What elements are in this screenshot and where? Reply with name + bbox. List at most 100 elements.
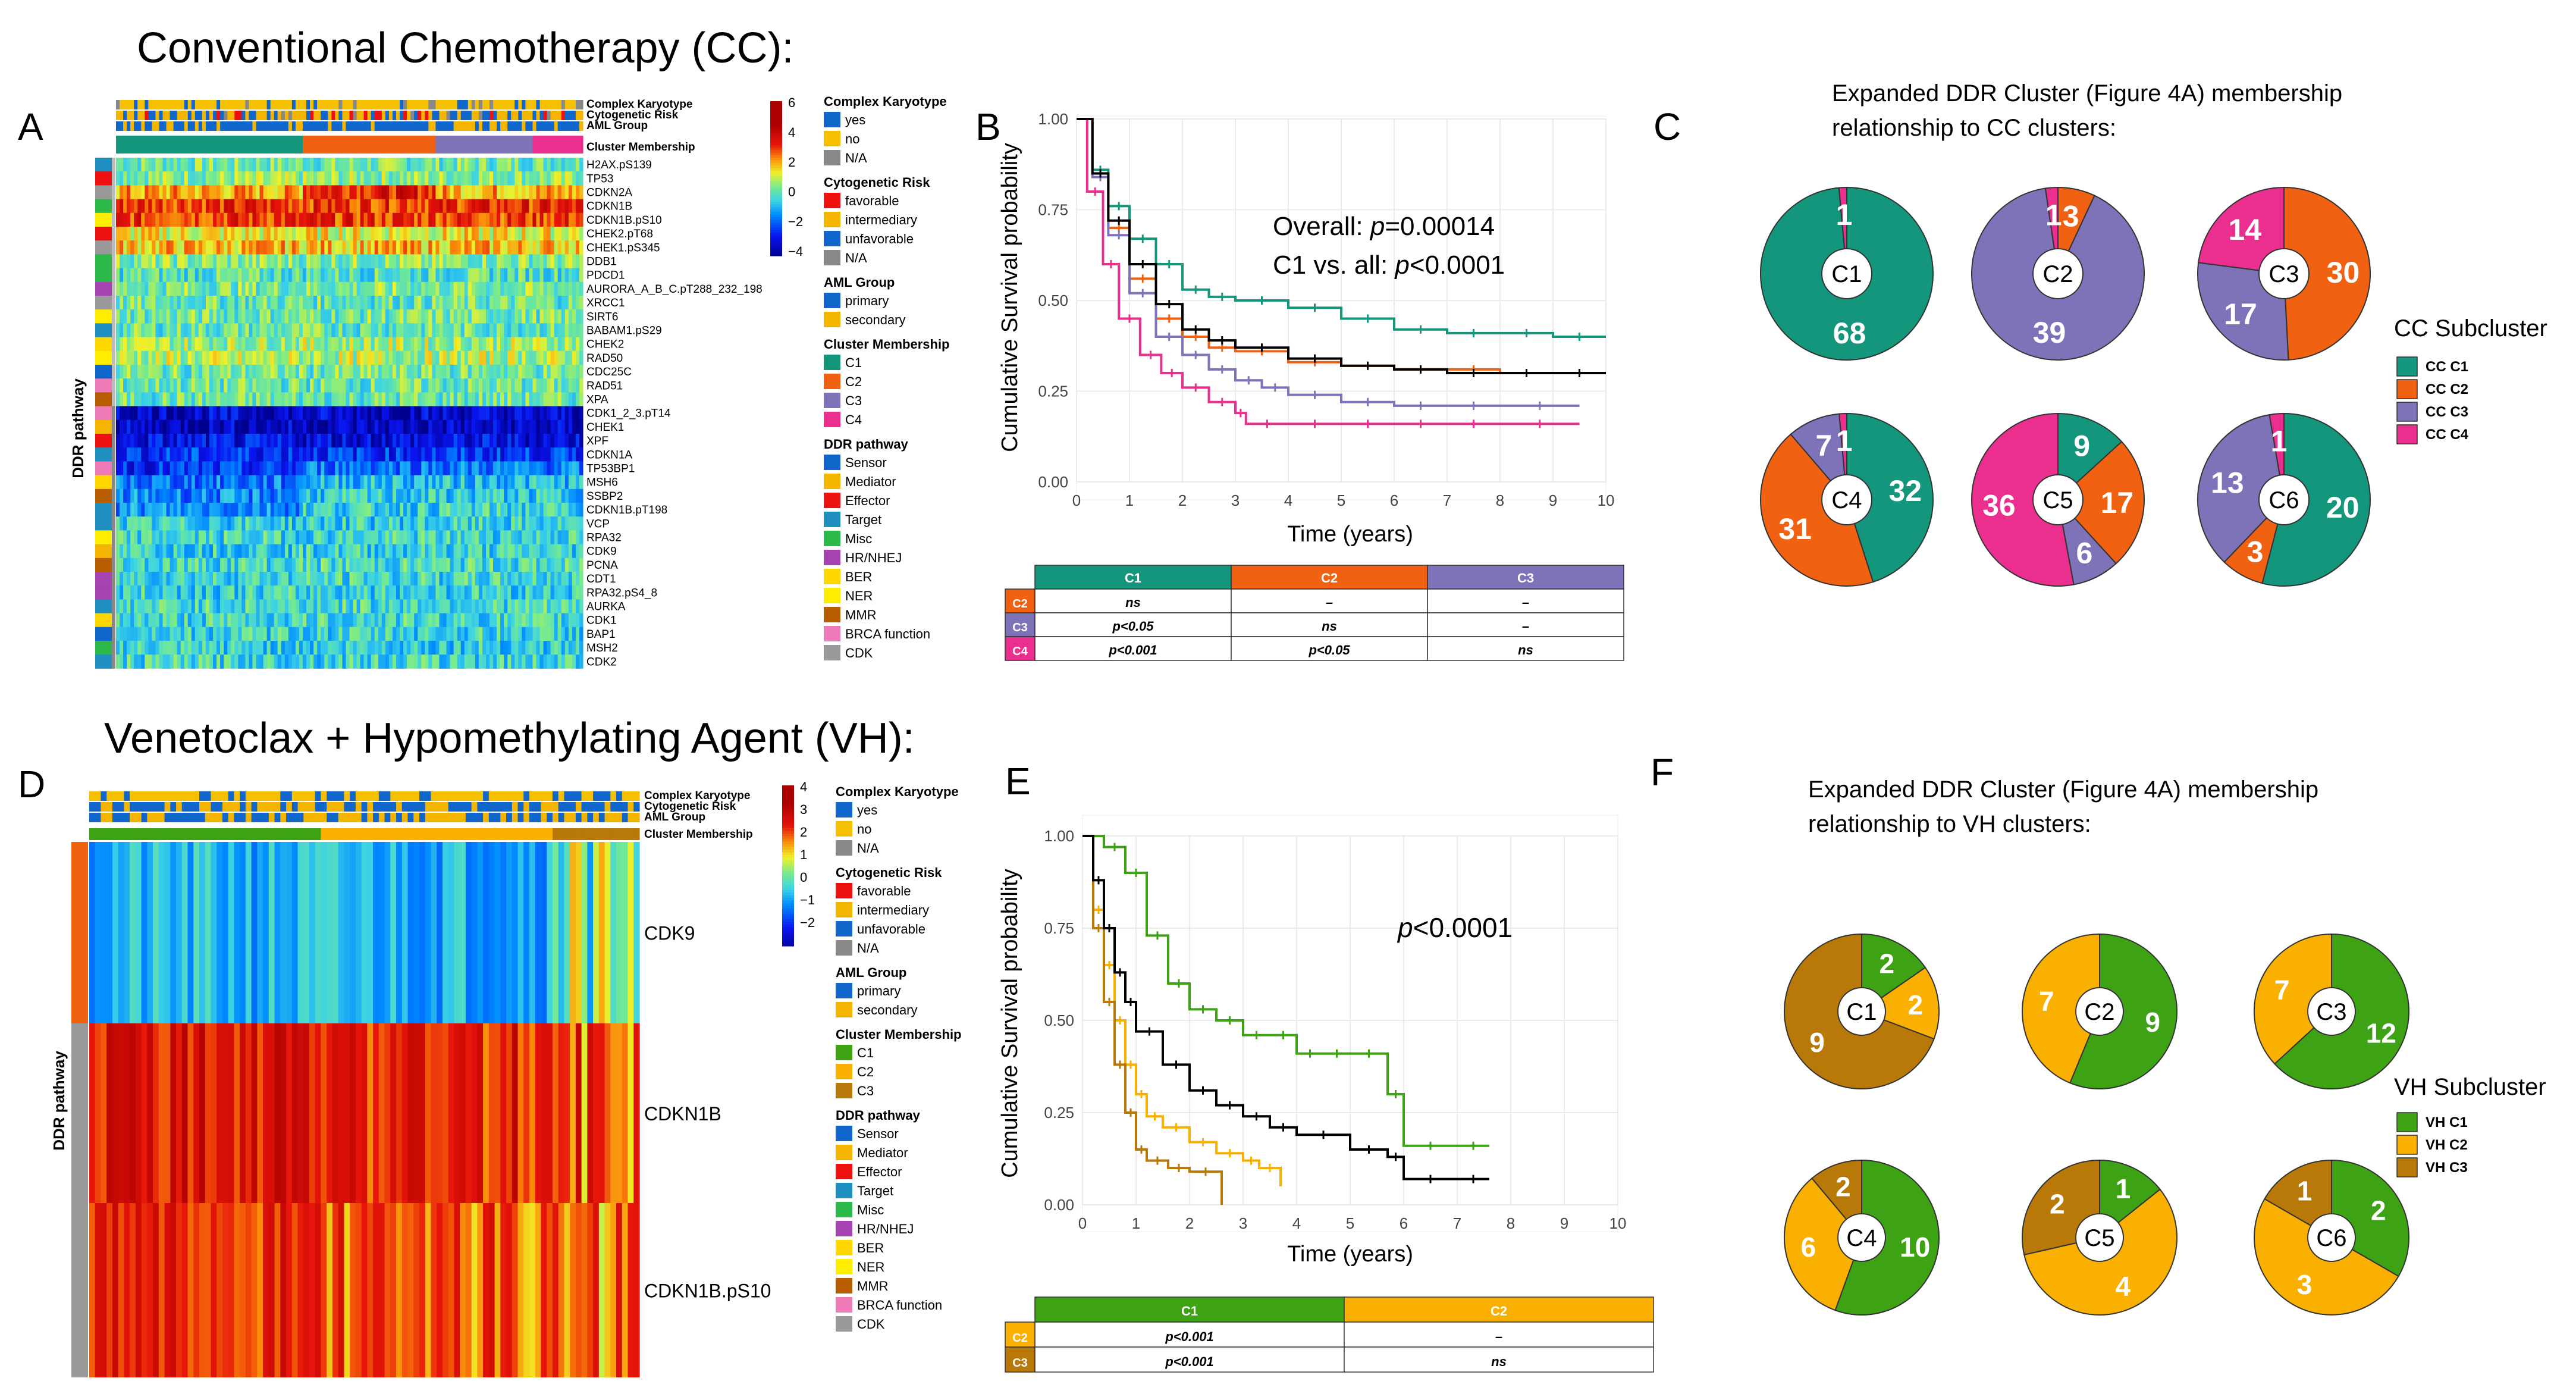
- cc-heatmap-cell: [392, 268, 397, 283]
- cc-track-cluster: [443, 136, 447, 154]
- cc-heatmap-cell: [281, 419, 285, 434]
- cc-heatmap-cell: [518, 585, 522, 600]
- cc-track-cluster: [467, 136, 472, 154]
- cc-heatmap-cell: [159, 516, 164, 531]
- cc-heatmap-cell: [152, 240, 156, 255]
- cc-heatmap-cell: [331, 171, 335, 186]
- cc-heatmap-cell: [259, 406, 264, 421]
- cc-heatmap-cell: [321, 199, 325, 214]
- cc-heatmap-cell: [464, 323, 469, 337]
- cc-heatmap-cell: [317, 158, 321, 172]
- cc-heatmap-cell: [145, 171, 149, 186]
- cc-heatmap-cell: [522, 281, 526, 296]
- cc-heatmap-cell: [155, 378, 160, 393]
- cc-heatmap-cell: [291, 199, 296, 214]
- cc-heatmap-cell: [522, 171, 526, 186]
- cc-heatmap-cell: [539, 171, 544, 186]
- cc-heatmap-cell: [130, 434, 134, 448]
- cc-heatmap-cell: [435, 461, 440, 475]
- cc-heatmap-cell: [162, 240, 167, 255]
- cc-heatmap-cell: [263, 503, 268, 517]
- cc-heatmap-cell: [317, 599, 321, 613]
- cc-heatmap-cell: [511, 212, 515, 227]
- cc-track-aml-group: [543, 121, 548, 131]
- cc-track-karyotype: [209, 100, 214, 109]
- cc-heatmap-cell: [227, 296, 231, 310]
- cc-heatmap-cell: [187, 447, 192, 462]
- cc-heatmap-cell: [485, 544, 490, 559]
- cc-heatmap-cell: [525, 212, 530, 227]
- cc-heatmap-cell: [205, 281, 210, 296]
- cc-heatmap-cell: [564, 365, 569, 379]
- cc-heatmap-cell: [213, 447, 217, 462]
- cc-heatmap-cell: [313, 558, 318, 572]
- cc-heatmap-cell: [162, 392, 167, 406]
- cc-heatmap-cell: [321, 419, 325, 434]
- cc-heatmap-cell: [335, 461, 339, 475]
- cc-heatmap-cell: [252, 365, 257, 379]
- cc-heatmap-cell: [177, 503, 181, 517]
- cc-heatmap-cell: [467, 268, 472, 283]
- cc-heatmap-cell: [184, 199, 189, 214]
- cc-heatmap-cell: [367, 572, 372, 586]
- cc-heatmap-cell: [123, 365, 127, 379]
- cc-heatmap-cell: [130, 378, 134, 393]
- cc-heatmap-cell: [209, 419, 214, 434]
- cc-heatmap-cell: [453, 516, 458, 531]
- cc-heatmap-cell: [130, 212, 134, 227]
- cc-pathway-group-cell: [112, 447, 115, 462]
- cc-heatmap-cell: [187, 240, 192, 255]
- cc-heatmap-cell: [194, 503, 199, 517]
- cc-heatmap-cell: [536, 488, 541, 503]
- cc-heatmap-cell: [116, 572, 120, 586]
- cc-heatmap-cell: [137, 309, 142, 324]
- cc-heatmap-cell: [428, 158, 432, 172]
- cc-heatmap-cell: [224, 447, 228, 462]
- cc-heatmap-cell: [396, 558, 400, 572]
- cc-heatmap-cell: [127, 337, 131, 352]
- cc-heatmap-cell: [274, 185, 278, 199]
- cc-heatmap-cell: [338, 281, 343, 296]
- cc-heatmap-cell: [241, 503, 246, 517]
- cc-heatmap-cell: [217, 158, 221, 172]
- cc-pathway-group-cell: [112, 350, 115, 365]
- cc-heatmap-cell: [421, 185, 425, 199]
- cc-heatmap-cell: [421, 461, 425, 475]
- cc-heatmap-cell: [162, 296, 167, 310]
- cc-heatmap-cell: [263, 434, 268, 448]
- cc-heatmap-cell: [238, 599, 242, 613]
- cc-track-karyotype: [396, 100, 400, 109]
- cc-heatmap-cell: [141, 530, 145, 544]
- cc-heatmap-cell: [187, 434, 192, 448]
- cc-heatmap-cell: [217, 268, 221, 283]
- cc-track-cluster: [453, 136, 458, 154]
- cc-heatmap-cell: [288, 392, 293, 406]
- cc-heatmap-cell: [356, 475, 361, 490]
- cc-heatmap-cell: [471, 434, 476, 448]
- cc-heatmap-cell: [471, 281, 476, 296]
- cc-heatmap-cell: [572, 199, 576, 214]
- cc-heatmap-cell: [493, 406, 497, 421]
- cc-heatmap-cell: [388, 171, 393, 186]
- cc-heatmap-cell: [547, 530, 551, 544]
- cc-heatmap-cell: [403, 613, 407, 628]
- cc-heatmap-cell: [557, 406, 562, 421]
- cc-heatmap-cell: [400, 240, 404, 255]
- cc-heatmap-cell: [227, 212, 231, 227]
- cc-heatmap-cell: [227, 530, 231, 544]
- cc-heatmap-cell: [471, 227, 476, 241]
- cc-heatmap-cell: [116, 378, 120, 393]
- cc-heatmap-cell: [493, 599, 497, 613]
- cc-heatmap-cell: [338, 199, 343, 214]
- cc-heatmap-cell: [367, 185, 372, 199]
- cc-heatmap-cell: [381, 365, 386, 379]
- cc-heatmap-cell: [385, 212, 390, 227]
- cc-heatmap-cell: [572, 599, 576, 613]
- cc-heatmap-cell: [446, 254, 451, 268]
- cc-heatmap-cell: [482, 337, 487, 352]
- cc-heatmap-cell: [550, 544, 555, 559]
- cc-track-karyotype: [331, 100, 335, 109]
- cc-heatmap-cell: [209, 185, 214, 199]
- cc-heatmap-cell: [543, 530, 548, 544]
- cc-heatmap-cell: [428, 461, 432, 475]
